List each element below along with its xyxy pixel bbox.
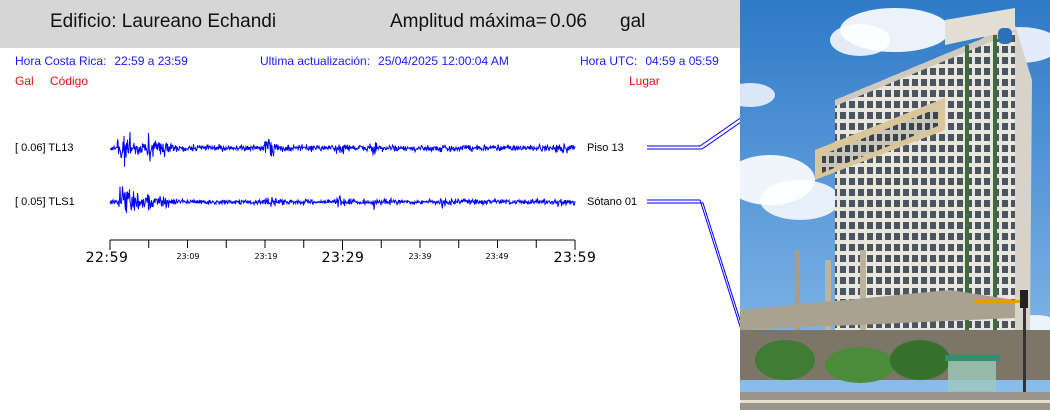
trace-tls1: [109, 186, 576, 213]
last-update-info: Ultima actualización: 25/04/2025 12:00:04…: [260, 54, 509, 68]
channel-place-tl13: Piso 13: [587, 142, 624, 154]
column-place: Lugar: [629, 74, 660, 88]
utc-time-info: Hora UTC: 04:59 a 05:59: [580, 54, 719, 68]
utc-time-label: Hora UTC:: [580, 54, 638, 68]
column-gal: Gal: [15, 74, 34, 88]
building-name: Edificio: Laureano Echandi: [50, 11, 277, 32]
last-update-value: 25/04/2025 12:00:04 AM: [378, 54, 509, 68]
amplitude-unit: gal: [620, 11, 646, 32]
channel-label-tls1: [ 0.05] TLS1: [15, 196, 75, 208]
local-time-label: Hora Costa Rica:: [15, 54, 107, 68]
seismogram-panel: [109, 117, 740, 328]
channel-place-tls1: Sótano 01: [587, 196, 638, 208]
tick-minor-label: 23:09: [176, 252, 200, 261]
time-axis: [109, 239, 576, 250]
tick-minor-label: 23:19: [254, 252, 278, 261]
last-update-label: Ultima actualización:: [260, 54, 371, 68]
header-bar: Edificio: Laureano Echandi Amplitud máxi…: [0, 0, 740, 48]
utc-time-value: 04:59 a 05:59: [645, 54, 719, 68]
tick-minor-label: 23:49: [485, 252, 509, 261]
tick-minor-label: 23:39: [408, 252, 432, 261]
connector-lines: [647, 117, 740, 328]
trace-tl13: [109, 132, 576, 167]
column-code: Código: [50, 74, 89, 88]
local-time-value: 22:59 a 23:59: [114, 54, 188, 68]
amplitude-label: Amplitud máxima=: [390, 11, 547, 32]
tick-major-label: 23:29: [321, 250, 365, 266]
amplitude-value: 0.06: [550, 11, 587, 32]
channel-label-tl13: [ 0.06] TL13: [15, 142, 74, 154]
local-time-info: Hora Costa Rica: 22:59 a 23:59: [15, 54, 188, 68]
building-photo: [740, 0, 1050, 410]
tick-major-label: 22:59: [85, 250, 129, 266]
tick-major-label: 23:59: [553, 250, 597, 266]
